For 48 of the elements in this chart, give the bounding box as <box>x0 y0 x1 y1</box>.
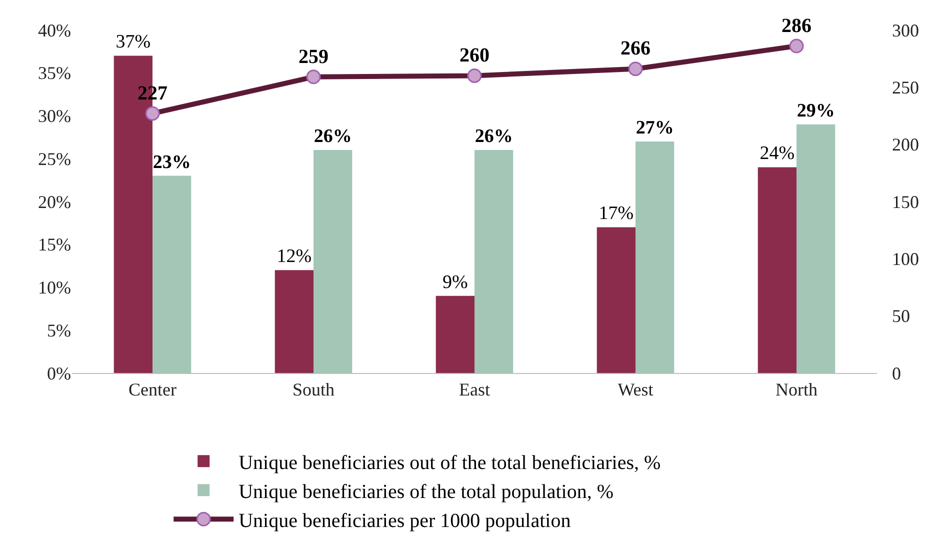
y2-tick-label: 250 <box>892 77 919 98</box>
data-label: 17% <box>598 203 634 224</box>
legend-label: Unique beneficiaries out of the total beneficiaries, % <box>238 452 661 474</box>
bar <box>596 227 636 373</box>
data-label: 266 <box>620 38 650 60</box>
y-tick-label: 30% <box>38 106 71 126</box>
y2-tick-label: 300 <box>892 20 919 40</box>
y2-tick-label: 0 <box>892 363 901 384</box>
bar <box>474 150 514 373</box>
bar <box>274 270 314 373</box>
data-label: 26% <box>314 126 352 148</box>
x-tick-label: Center <box>128 380 176 400</box>
legend-label: Unique beneficiaries per 1000 population <box>238 510 571 532</box>
x-tick-label: East <box>459 380 490 400</box>
y-tick-label: 40% <box>38 20 71 40</box>
y-tick-label: 0% <box>47 363 71 384</box>
data-label: 227 <box>138 82 168 104</box>
bar <box>636 141 674 373</box>
x-tick-label: South <box>292 380 335 400</box>
data-label: 9% <box>442 272 468 293</box>
bar <box>796 124 836 373</box>
data-label: 27% <box>636 117 674 138</box>
bar <box>436 296 474 373</box>
y-tick-label: 20% <box>38 192 71 212</box>
y-tick-label: 5% <box>47 320 71 340</box>
data-label: 37% <box>116 32 151 53</box>
data-label: 12% <box>276 246 312 268</box>
legend-label: Unique beneficiaries of the total population, % <box>238 480 614 503</box>
data-label: 23% <box>152 152 191 173</box>
y-tick-label: 15% <box>38 234 71 255</box>
data-label: 24% <box>760 143 795 164</box>
y2-tick-label: 50 <box>892 306 910 326</box>
x-tick-label: North <box>776 380 818 400</box>
data-label: 259 <box>298 46 328 68</box>
y-tick-label: 25% <box>38 148 71 169</box>
bar <box>314 150 352 373</box>
y-tick-label: 10% <box>38 278 71 298</box>
y2-tick-label: 150 <box>892 192 919 212</box>
data-label: 286 <box>782 14 812 37</box>
x-tick-label: West <box>618 380 654 400</box>
bar <box>152 176 192 373</box>
y-tick-label: 35% <box>38 63 71 84</box>
data-label: 260 <box>460 44 490 67</box>
data-label: 29% <box>796 100 835 122</box>
data-label: 26% <box>474 126 513 148</box>
y2-tick-label: 200 <box>892 134 919 155</box>
y2-tick-label: 100 <box>892 248 919 269</box>
bar <box>758 167 796 373</box>
